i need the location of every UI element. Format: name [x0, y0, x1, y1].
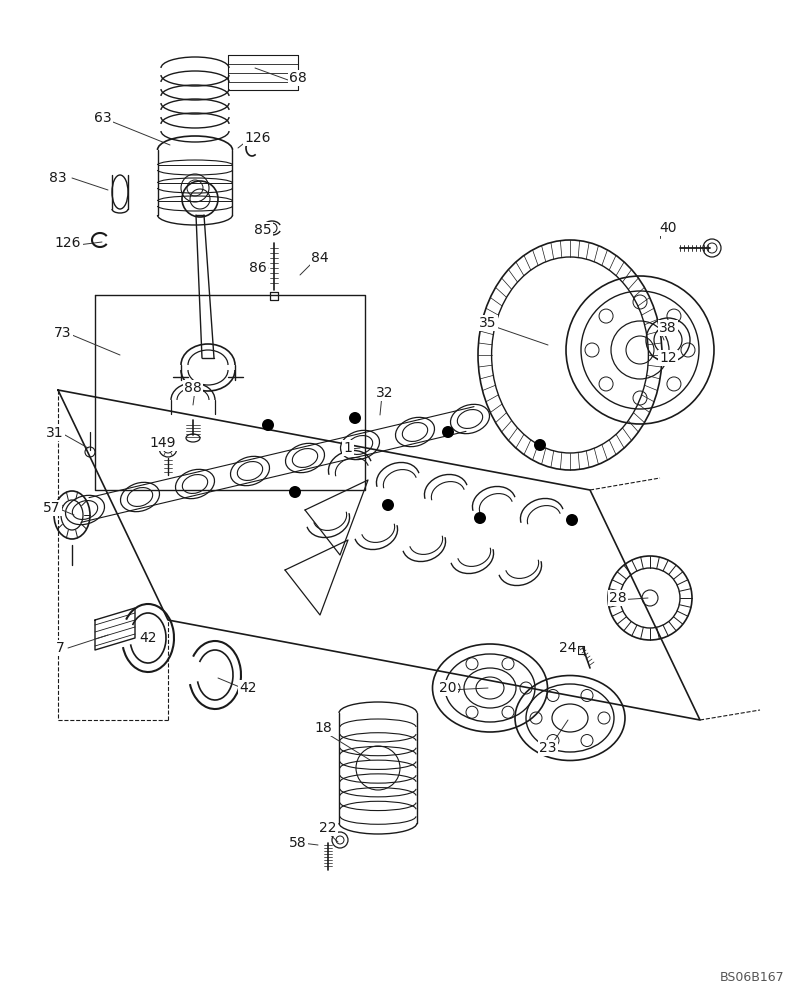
Text: 126: 126 [244, 131, 271, 145]
Text: 32: 32 [375, 386, 393, 400]
Circle shape [349, 412, 361, 424]
Text: BS06B167: BS06B167 [719, 971, 783, 984]
Text: 58: 58 [289, 836, 307, 850]
Text: 84: 84 [311, 251, 328, 265]
Circle shape [565, 514, 577, 526]
Text: 38: 38 [659, 321, 676, 335]
Text: 57: 57 [43, 501, 61, 515]
Circle shape [474, 512, 486, 524]
Text: 22: 22 [319, 821, 337, 835]
Text: 73: 73 [54, 326, 71, 340]
Text: 86: 86 [249, 261, 267, 275]
Circle shape [441, 426, 453, 438]
Circle shape [262, 419, 273, 431]
Text: 88: 88 [184, 381, 202, 395]
Text: 7: 7 [56, 641, 64, 655]
Text: 40: 40 [659, 221, 676, 235]
Text: 126: 126 [54, 236, 81, 250]
Text: 24: 24 [559, 641, 576, 655]
Text: 1: 1 [343, 441, 352, 455]
Text: 35: 35 [478, 316, 496, 330]
Text: 63: 63 [94, 111, 112, 125]
Text: 85: 85 [254, 223, 272, 237]
Circle shape [289, 486, 301, 498]
Text: 42: 42 [239, 681, 256, 695]
Text: 12: 12 [659, 351, 676, 365]
Text: 28: 28 [608, 591, 626, 605]
Circle shape [534, 439, 545, 451]
Circle shape [381, 499, 393, 511]
Text: 68: 68 [289, 71, 307, 85]
Text: 149: 149 [149, 436, 176, 450]
Text: 42: 42 [139, 631, 157, 645]
Text: 20: 20 [439, 681, 456, 695]
Text: 31: 31 [46, 426, 64, 440]
Text: 23: 23 [539, 741, 556, 755]
Text: 83: 83 [49, 171, 67, 185]
Text: 18: 18 [314, 721, 332, 735]
